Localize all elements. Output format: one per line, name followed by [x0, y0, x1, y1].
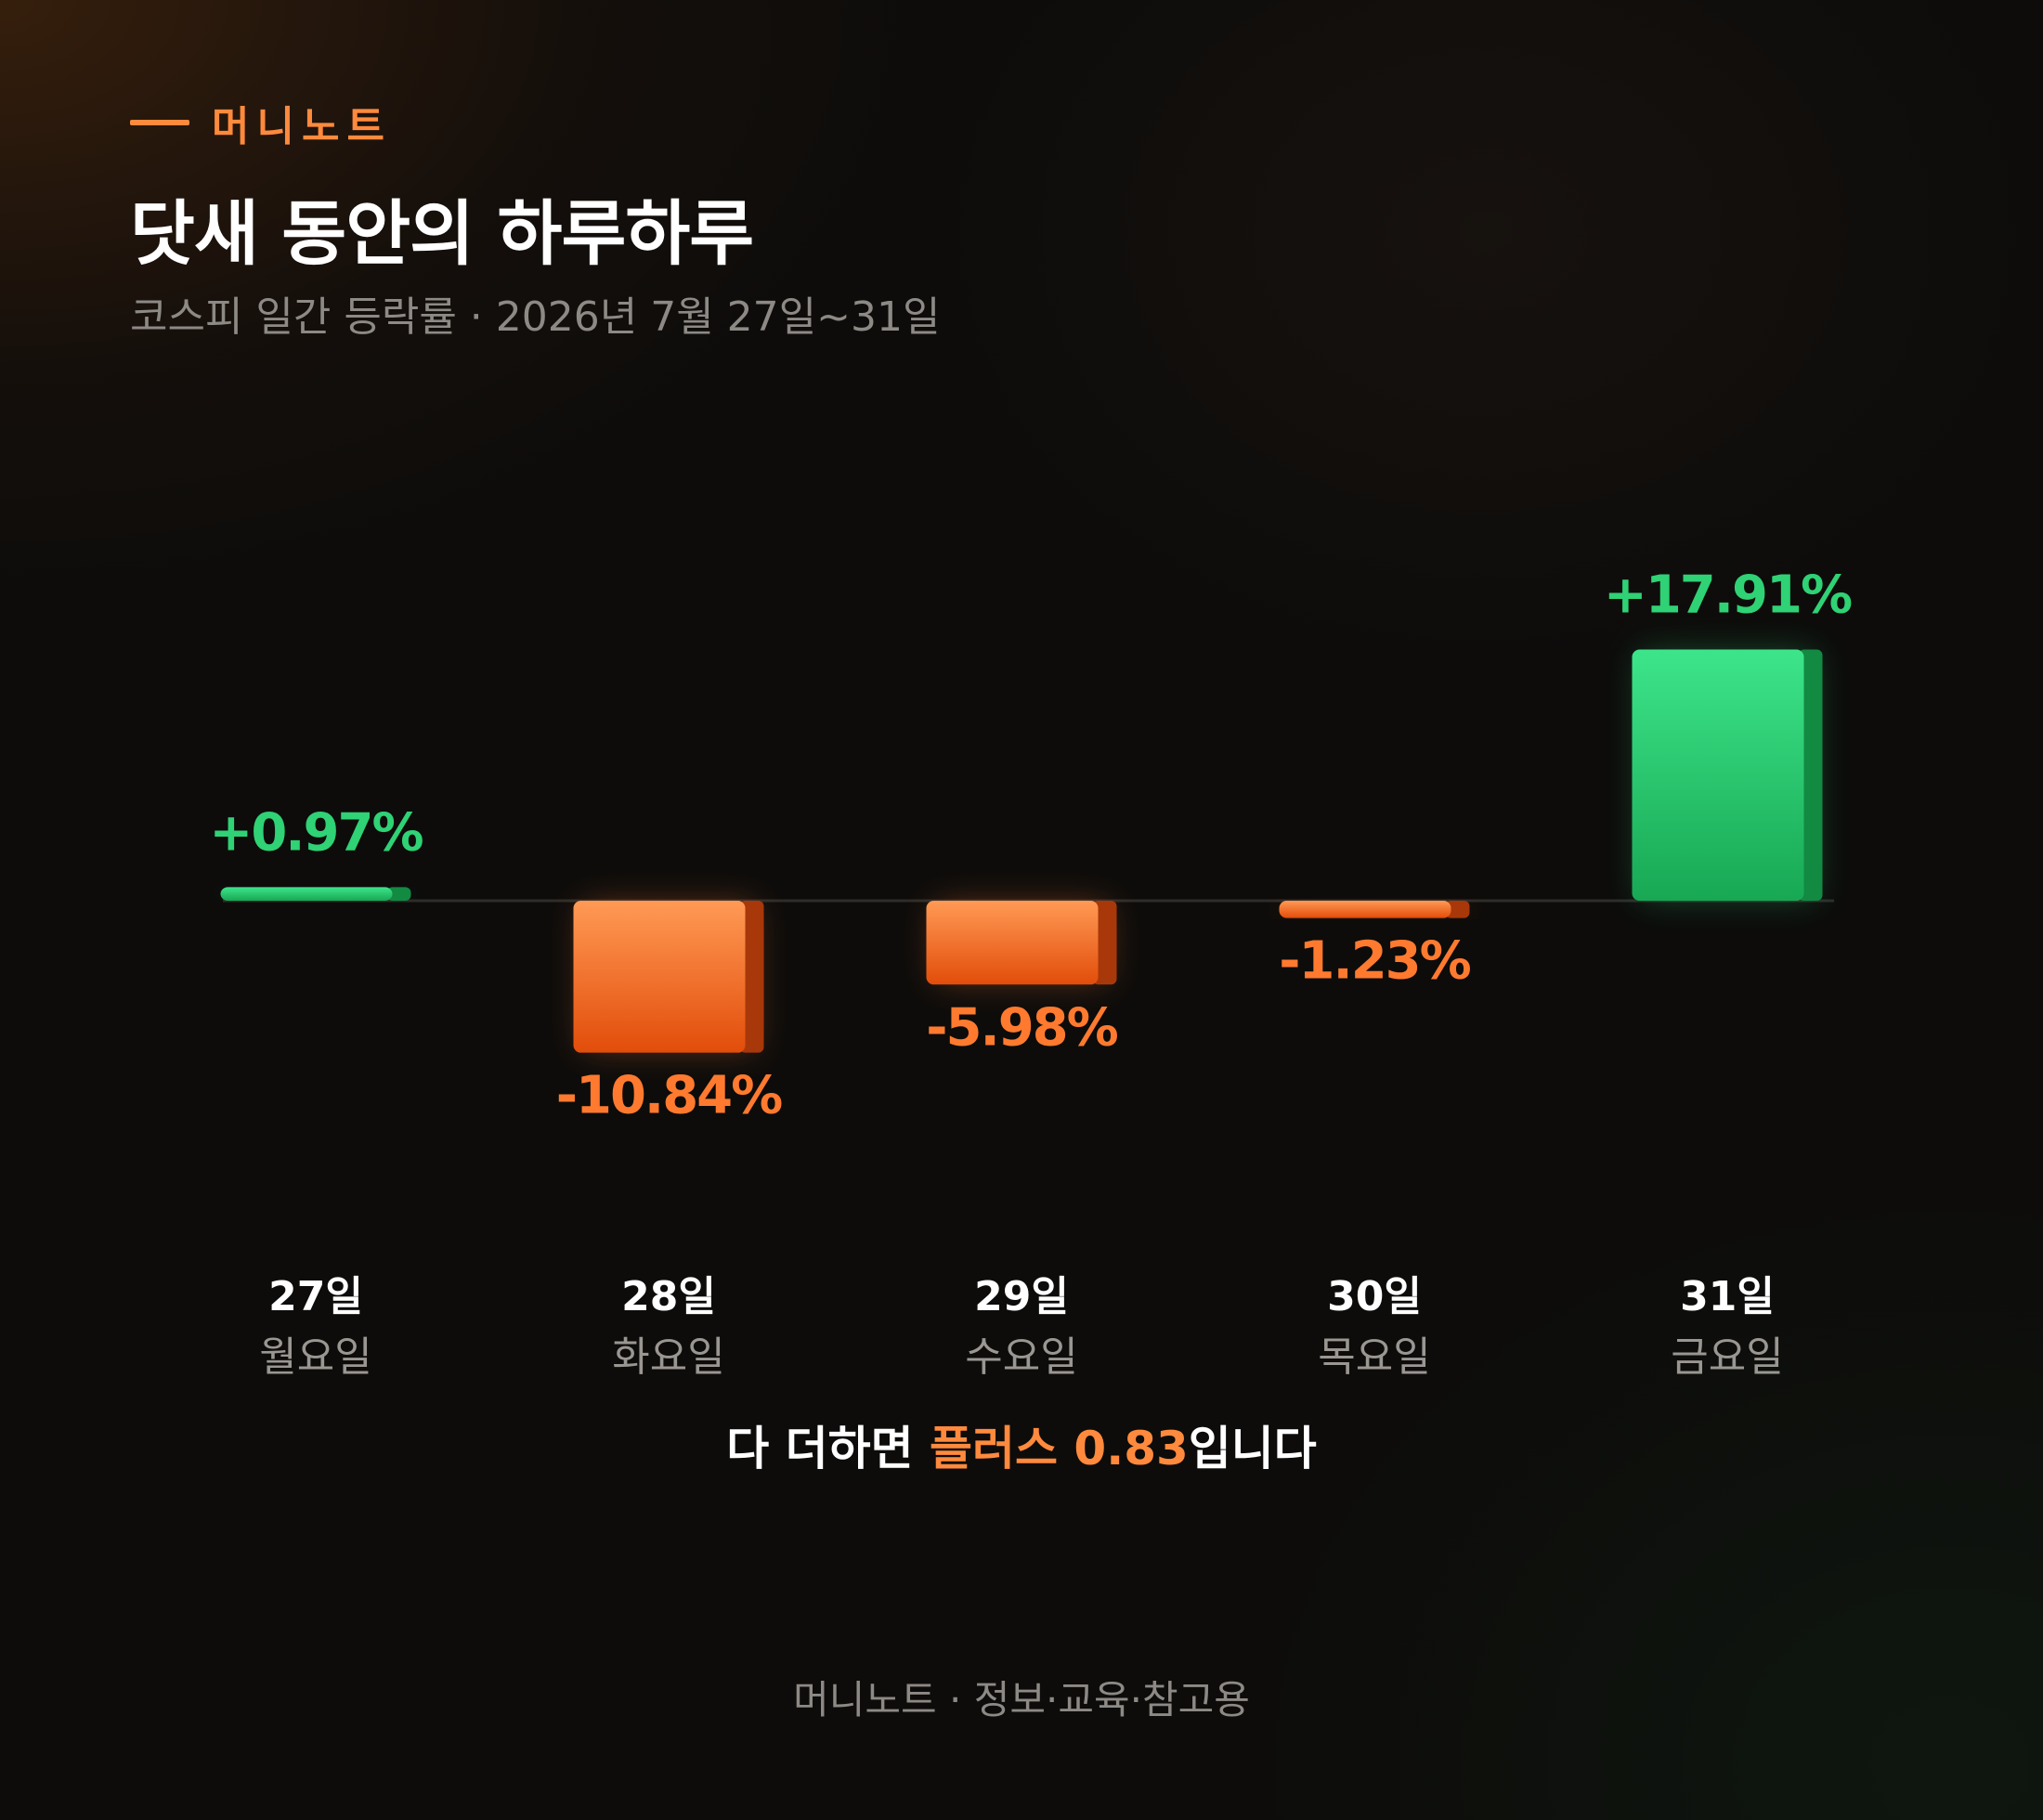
bar-group-4	[1279, 901, 1470, 918]
bar-value-label: +17.91%	[1604, 566, 1852, 626]
bar-side	[1798, 649, 1823, 901]
bar-group-3	[926, 901, 1117, 985]
bar	[1632, 649, 1804, 901]
bar-value-label: -1.23%	[1279, 931, 1470, 992]
bar	[1279, 901, 1451, 918]
x-tick-day-label: 29일	[974, 1273, 1069, 1320]
bar	[220, 887, 393, 901]
x-tick-day-label: 27일	[268, 1273, 363, 1320]
x-tick-weekday-label: 월요일	[259, 1333, 372, 1381]
bar-side	[1445, 901, 1470, 918]
x-tick-day-label: 28일	[621, 1273, 716, 1320]
x-tick-weekday-label: 금요일	[1671, 1333, 1784, 1381]
bar-value-label: -10.84%	[556, 1066, 782, 1126]
page-subtitle: 코스피 일간 등락률 · 2026년 7월 27일~31일	[130, 293, 941, 341]
brand-dash	[130, 120, 189, 125]
bar-group-5	[1632, 649, 1823, 901]
x-tick-weekday-label: 수요일	[965, 1333, 1078, 1381]
summary-highlight: 플러스 0.83	[930, 1422, 1189, 1476]
page-title: 닷새 동안의 하루하루	[130, 192, 754, 275]
x-tick-day-label: 31일	[1680, 1273, 1775, 1320]
chart-plot-area: +0.97% -10.84% -5.98% -1.23% +17.91%	[209, 566, 1854, 1126]
bar-side	[1092, 901, 1117, 985]
brand-header: 머니노트	[130, 93, 392, 152]
x-tick-day-label: 30일	[1327, 1273, 1422, 1320]
footer-note: 머니노트 · 정보·교육·참고용	[793, 1677, 1250, 1722]
x-tick-weekday-label: 화요일	[612, 1333, 725, 1381]
x-tick-weekday-label: 목요일	[1318, 1333, 1431, 1381]
bar-side	[739, 901, 764, 1053]
bar-group-2	[573, 901, 764, 1053]
brand-name: 머니노트	[212, 103, 392, 150]
bar-value-label: +0.97%	[209, 802, 423, 863]
summary-prefix: 다 더하면	[726, 1422, 930, 1476]
bar-value-label: -5.98%	[926, 997, 1117, 1058]
bar-group-1	[220, 887, 411, 901]
bar	[926, 901, 1099, 985]
bar	[573, 901, 746, 1053]
summary-suffix: 입니다	[1188, 1422, 1317, 1476]
summary-text: 다 더하면 플러스 0.83입니다	[0, 1411, 2043, 1478]
bar-side	[386, 887, 411, 901]
